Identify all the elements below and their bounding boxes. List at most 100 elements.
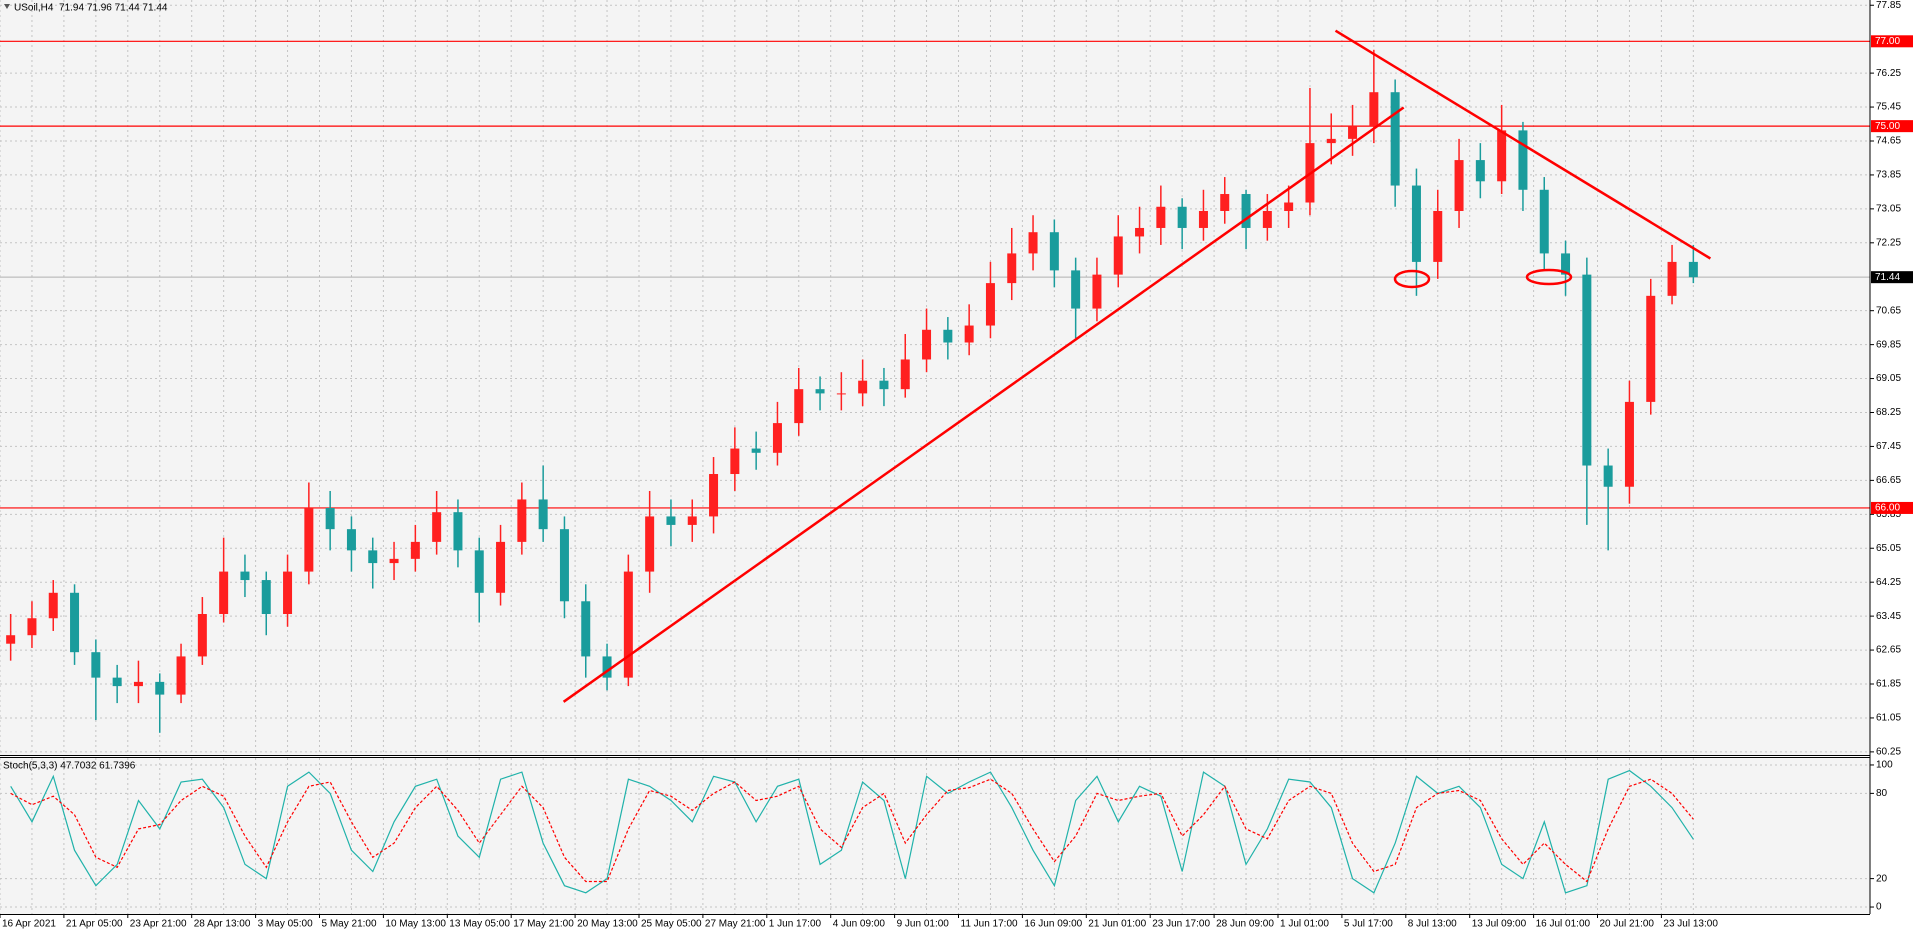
candle-body xyxy=(1007,253,1017,284)
candle-body xyxy=(645,516,655,572)
candle-body xyxy=(496,541,506,593)
panel-icon xyxy=(4,4,10,9)
candle-body xyxy=(453,512,463,551)
stoch-line xyxy=(10,778,1694,883)
candle-body xyxy=(197,614,207,657)
x-tick-label: 1 Jun 17:00 xyxy=(769,919,822,930)
candle-body xyxy=(559,529,569,602)
x-tick-label: 21 Jun 01:00 xyxy=(1088,919,1146,930)
level-label-box xyxy=(1871,35,1913,48)
candle-body xyxy=(1241,194,1251,228)
x-tick-label: 20 May 13:00 xyxy=(577,919,638,930)
chart-title: USoil,H4 71.94 71.96 71.44 71.44 xyxy=(14,3,168,14)
candle-body xyxy=(1624,401,1634,487)
x-tick-label: 13 Jul 09:00 xyxy=(1472,919,1527,930)
x-tick-label: 11 Jun 17:00 xyxy=(961,919,1019,930)
candle-body xyxy=(1348,126,1358,139)
candle-body xyxy=(389,558,399,564)
x-tick-label: 10 May 13:00 xyxy=(385,919,446,930)
candle-body xyxy=(346,529,356,551)
level-label-box xyxy=(1871,120,1913,133)
x-tick-label: 17 May 21:00 xyxy=(513,919,574,930)
candle-body xyxy=(900,359,910,390)
candle-body xyxy=(1049,232,1059,271)
candle-body xyxy=(602,656,612,678)
x-tick-label: 23 Jun 17:00 xyxy=(1152,919,1210,930)
x-tick-label: 9 Jun 01:00 xyxy=(897,919,950,930)
y-tick-label: 20 xyxy=(1876,873,1888,884)
candle-body xyxy=(879,380,889,390)
candle-body xyxy=(219,571,229,615)
last-price-label: 71.44 xyxy=(1875,272,1900,283)
stoch-panel xyxy=(0,758,1870,914)
y-tick-label: 74.65 xyxy=(1876,136,1901,147)
y-tick-label: 65.05 xyxy=(1876,543,1901,554)
candle-body xyxy=(1688,261,1698,278)
candle-body xyxy=(1326,138,1336,144)
candle-body xyxy=(325,507,335,530)
candle-body xyxy=(730,448,740,475)
candle-body xyxy=(1582,274,1592,466)
y-tick-label: 65.85 xyxy=(1876,509,1901,520)
candle-body xyxy=(432,512,442,542)
candle-body xyxy=(538,499,548,530)
level-label: 75.00 xyxy=(1875,121,1900,132)
candle-body xyxy=(112,677,122,687)
level-label: 66.00 xyxy=(1875,503,1900,514)
y-tick-label: 64.25 xyxy=(1876,577,1901,588)
y-tick-label: 80 xyxy=(1876,788,1888,799)
candle-body xyxy=(836,393,846,395)
candle-body xyxy=(27,618,37,636)
y-tick-label: 0 xyxy=(1876,902,1882,913)
candle-body xyxy=(283,571,293,615)
candle-body xyxy=(133,681,143,687)
trendline xyxy=(562,106,1405,703)
candle-body xyxy=(687,516,697,525)
candle-body xyxy=(155,681,165,695)
candle-body xyxy=(1411,185,1421,262)
x-tick-label: 4 Jun 09:00 xyxy=(833,919,886,930)
candle-body xyxy=(368,550,378,564)
y-tick-label: 63.45 xyxy=(1876,611,1901,622)
candle-body xyxy=(1539,189,1549,254)
candle-body xyxy=(1262,210,1272,228)
x-tick-label: 20 Jul 21:00 xyxy=(1600,919,1655,930)
candle-body xyxy=(1092,274,1102,309)
plot-layer xyxy=(0,0,1870,914)
candle-body xyxy=(70,592,80,653)
x-tick-label: 28 Jun 09:00 xyxy=(1216,919,1274,930)
x-tick-label: 23 Apr 21:00 xyxy=(130,919,187,930)
level-label-box xyxy=(1871,501,1913,514)
annotation-ellipse xyxy=(1525,268,1573,286)
y-tick-label: 68.25 xyxy=(1876,407,1901,418)
x-tick-label: 23 Jul 13:00 xyxy=(1663,919,1718,930)
candle-body xyxy=(1071,270,1081,309)
y-tick-label: 66.65 xyxy=(1876,475,1901,486)
candle-body xyxy=(666,516,676,525)
x-tick-label: 27 May 21:00 xyxy=(705,919,766,930)
y-tick-label: 60.25 xyxy=(1876,747,1901,758)
candle-body xyxy=(794,389,804,424)
candle-body xyxy=(6,635,16,644)
x-tick-label: 16 Apr 2021 xyxy=(2,919,56,930)
candle-body xyxy=(1497,130,1507,182)
candle-body xyxy=(1135,227,1145,237)
y-tick-label: 69.85 xyxy=(1876,339,1901,350)
candle-body xyxy=(240,571,250,581)
candle-body xyxy=(1156,206,1166,228)
candle-body xyxy=(1454,160,1464,211)
level-label: 77.00 xyxy=(1875,36,1900,47)
candle-body xyxy=(1284,202,1294,211)
x-tick-label: 5 Jul 17:00 xyxy=(1344,919,1393,930)
candle-body xyxy=(751,448,761,453)
x-tick-label: 8 Jul 13:00 xyxy=(1408,919,1457,930)
x-tick-label: 1 Jul 01:00 xyxy=(1280,919,1329,930)
candle-body xyxy=(985,283,995,326)
stoch-title: Stoch(5,3,3) 47.7032 61.7396 xyxy=(3,761,136,772)
candle-body xyxy=(1177,206,1187,228)
candle-body xyxy=(1028,232,1038,254)
last-price-box xyxy=(1871,271,1913,284)
candle-body xyxy=(176,656,186,695)
y-tick-label: 61.05 xyxy=(1876,713,1901,724)
